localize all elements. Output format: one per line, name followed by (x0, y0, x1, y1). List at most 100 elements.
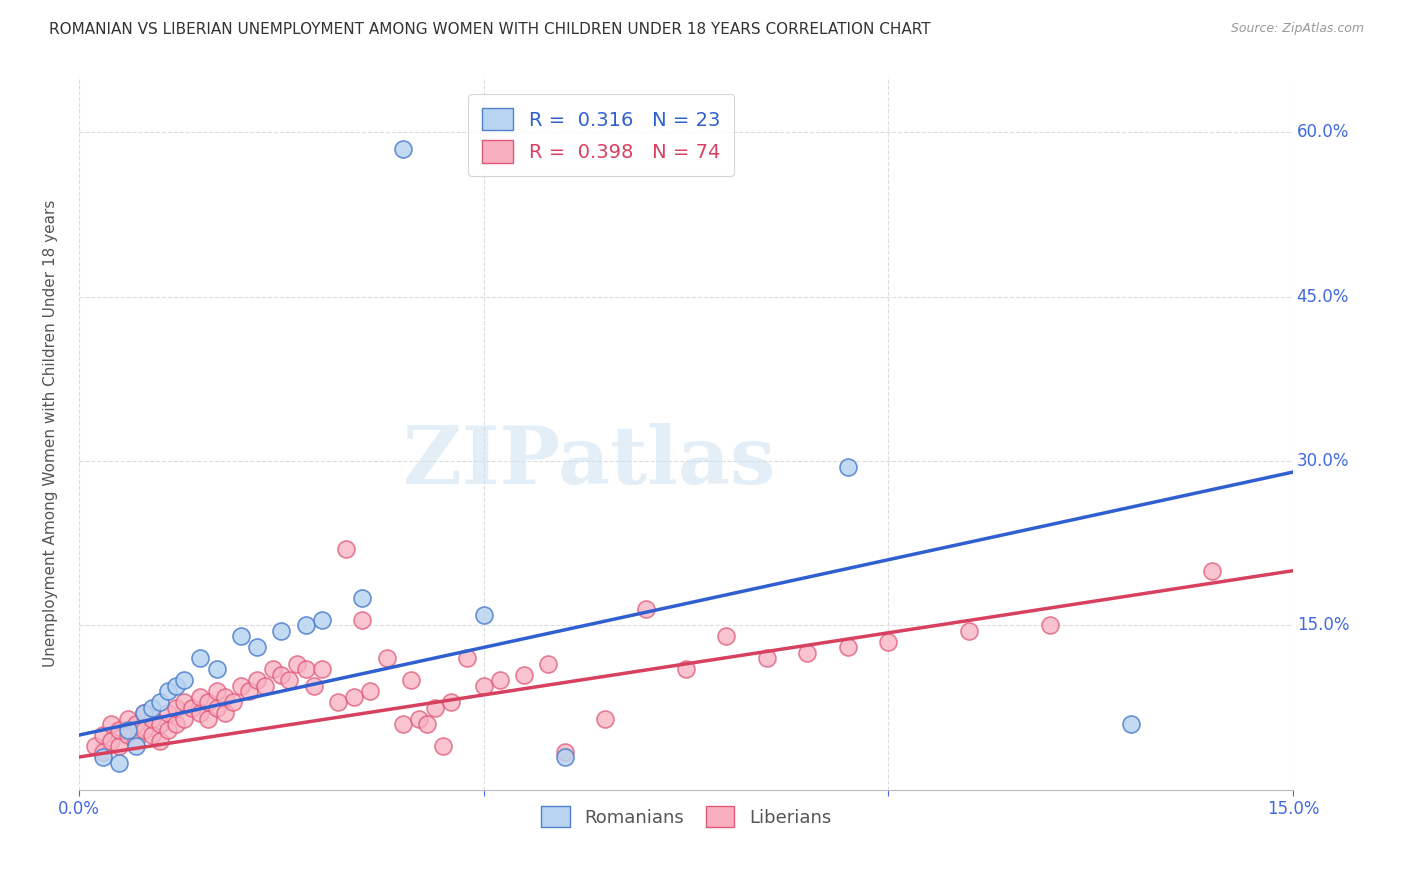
Point (537, 657, 560, 671)
Point (877, 635, 900, 649)
Point (294, 618, 316, 632)
Y-axis label: Unemployment Among Women with Children Under 18 years: Unemployment Among Women with Children U… (44, 200, 58, 667)
Point (270, 668, 292, 682)
Point (108, 739, 131, 753)
Text: Source: ZipAtlas.com: Source: ZipAtlas.com (1230, 22, 1364, 36)
Point (190, 651, 212, 665)
Text: 60.0%: 60.0% (1296, 123, 1350, 141)
Point (124, 717, 146, 731)
Point (214, 690, 236, 704)
Point (254, 679, 277, 693)
Point (141, 700, 163, 714)
Point (837, 640, 859, 655)
Point (270, 624, 292, 638)
Point (156, 706, 179, 721)
Text: ZIPatlas: ZIPatlas (402, 423, 775, 501)
Point (91, 728, 114, 742)
Point (391, 142, 413, 156)
Point (294, 662, 316, 676)
Point (278, 673, 301, 688)
Point (190, 690, 212, 704)
Point (181, 700, 204, 714)
Point (149, 695, 172, 709)
Point (343, 690, 366, 704)
Point (634, 602, 657, 616)
Point (229, 679, 252, 693)
Point (117, 728, 139, 742)
Point (472, 679, 495, 693)
Point (335, 541, 357, 556)
Point (440, 695, 463, 709)
Point (149, 733, 172, 747)
Point (156, 684, 179, 698)
Point (214, 706, 236, 721)
Point (165, 717, 187, 731)
Point (156, 723, 179, 737)
Text: 15.0%: 15.0% (1296, 616, 1350, 634)
Point (416, 717, 439, 731)
Point (326, 695, 349, 709)
Point (432, 739, 454, 753)
Point (352, 591, 374, 606)
Point (472, 607, 495, 622)
Point (262, 662, 284, 676)
Point (238, 684, 260, 698)
Point (124, 733, 146, 747)
Text: 45.0%: 45.0% (1296, 287, 1350, 306)
Point (190, 706, 212, 721)
Point (205, 700, 228, 714)
Point (108, 723, 131, 737)
Point (554, 750, 576, 764)
Point (100, 733, 122, 747)
Point (117, 723, 139, 737)
Point (1039, 618, 1062, 632)
Point (246, 673, 269, 688)
Point (132, 706, 155, 721)
Point (716, 630, 738, 644)
Point (302, 679, 325, 693)
Point (205, 684, 228, 698)
Point (408, 712, 430, 726)
Point (141, 712, 163, 726)
Point (287, 657, 309, 671)
Point (141, 728, 163, 742)
Point (132, 723, 155, 737)
Point (132, 706, 155, 721)
Point (173, 673, 195, 688)
Point (165, 679, 187, 693)
Point (837, 459, 859, 474)
Point (513, 668, 536, 682)
Point (117, 712, 139, 726)
Point (197, 712, 219, 726)
Point (489, 673, 512, 688)
Point (391, 717, 413, 731)
Point (796, 646, 818, 660)
Point (108, 756, 131, 770)
Point (246, 640, 269, 655)
Point (352, 613, 374, 627)
Point (173, 695, 195, 709)
Point (222, 695, 245, 709)
Point (423, 700, 446, 714)
Point (593, 712, 616, 726)
Point (1121, 717, 1143, 731)
Point (311, 613, 333, 627)
Point (100, 717, 122, 731)
Point (229, 630, 252, 644)
Point (91, 745, 114, 759)
Point (197, 695, 219, 709)
Point (84, 739, 107, 753)
Point (957, 624, 980, 638)
Point (1201, 564, 1223, 578)
Point (124, 739, 146, 753)
Legend: Romanians, Liberians: Romanians, Liberians (534, 799, 838, 834)
Point (205, 662, 228, 676)
Text: ROMANIAN VS LIBERIAN UNEMPLOYMENT AMONG WOMEN WITH CHILDREN UNDER 18 YEARS CORRE: ROMANIAN VS LIBERIAN UNEMPLOYMENT AMONG … (49, 22, 931, 37)
Point (359, 684, 381, 698)
Point (149, 717, 172, 731)
Point (456, 651, 478, 665)
Point (755, 651, 778, 665)
Point (675, 662, 697, 676)
Point (165, 700, 187, 714)
Point (311, 662, 333, 676)
